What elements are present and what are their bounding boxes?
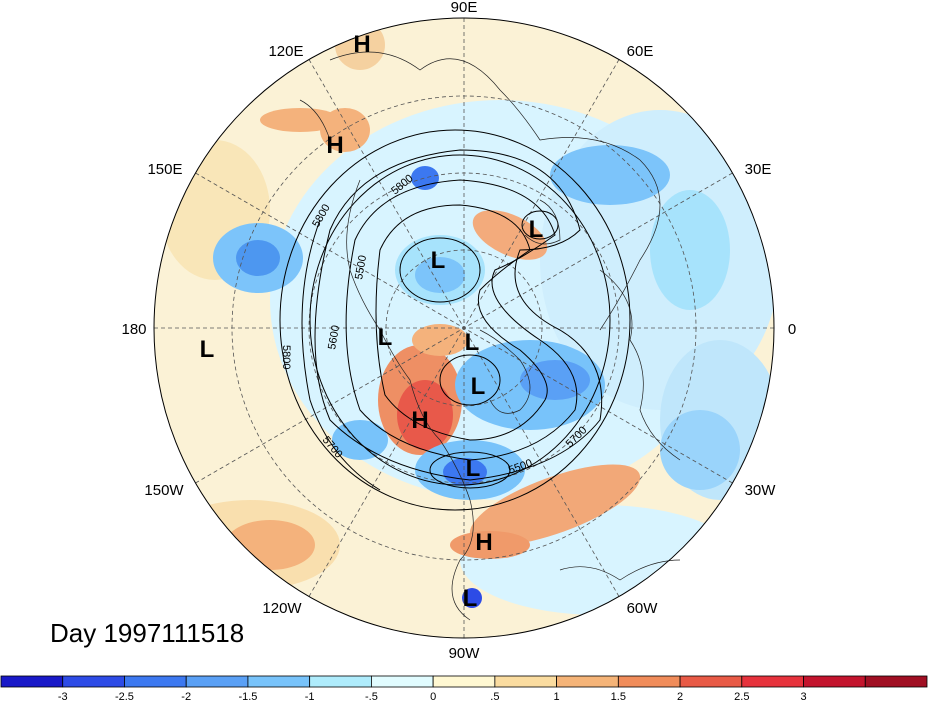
lon-label-60w: 60W xyxy=(627,600,659,617)
high-pressure-marker: H xyxy=(353,31,370,58)
colorbar-box xyxy=(309,675,372,688)
colorbar-tick-label: -3 xyxy=(58,691,68,702)
colorbar-box xyxy=(62,675,125,688)
longitude-labels: 90E 60E 30E 0 30W 60W 90W 120W 150W 180 … xyxy=(121,0,796,662)
colorbar-boxes xyxy=(0,675,928,688)
low-pressure-marker: L xyxy=(465,329,480,356)
colorbar-tick-label: 1 xyxy=(554,691,560,702)
colorbar-tick-label: 2.5 xyxy=(734,691,749,702)
high-pressure-marker: H xyxy=(475,529,492,556)
colorbar-box xyxy=(617,675,681,688)
colorbar-box xyxy=(679,675,743,688)
lon-label-90e: 90E xyxy=(451,0,478,16)
map-boundary xyxy=(153,17,775,639)
colorbar-box xyxy=(432,675,496,688)
colorbar-box xyxy=(370,675,434,688)
colorbar-box xyxy=(0,675,64,688)
colorbar-tick-labels: -3 -2.5 -2 -1.5 -1 -.5 0 .5 1 1.5 2 2.5 3 xyxy=(58,691,807,702)
coastlines xyxy=(299,51,681,621)
colorbar-tick-label: 0 xyxy=(430,691,436,702)
low-pressure-marker: L xyxy=(529,216,544,243)
colorbar-tick-label: -1 xyxy=(305,691,315,702)
colorbar-box xyxy=(185,675,249,688)
lon-label-180: 180 xyxy=(121,321,146,338)
graticule xyxy=(154,18,774,638)
colorbar-tick-label: 3 xyxy=(800,691,806,702)
colorbar-box xyxy=(741,675,804,688)
pressure-centers: H H L L L L L H L L H L xyxy=(200,31,544,612)
lon-label-150w: 150W xyxy=(144,482,184,499)
contour-label: 5600 xyxy=(326,324,342,350)
lon-label-120e: 120E xyxy=(268,43,303,60)
colorbar-tick-label: -2 xyxy=(181,691,191,702)
high-pressure-marker: H xyxy=(411,407,428,434)
colorbar-box xyxy=(803,675,866,688)
contour-label: 5500 xyxy=(353,254,369,280)
low-pressure-marker: L xyxy=(471,373,486,400)
colorbar-box xyxy=(247,675,311,688)
colorbar-box xyxy=(556,675,619,688)
colorbar-tick-label: .5 xyxy=(490,691,499,702)
lon-label-30e: 30E xyxy=(745,161,772,178)
low-pressure-marker: L xyxy=(463,585,478,612)
colorbar-tick-label: 1.5 xyxy=(611,691,626,702)
low-pressure-marker: L xyxy=(200,336,215,363)
colorbar-tick-label: -1.5 xyxy=(238,691,257,702)
high-pressure-marker: H xyxy=(326,132,343,159)
colorbar: -3 -2.5 -2 -1.5 -1 -.5 0 .5 1 1.5 2 2.5 3 xyxy=(0,675,928,702)
colorbar-tick-label: -2.5 xyxy=(115,691,134,702)
height-contours xyxy=(279,129,631,511)
colorbar-box xyxy=(494,675,558,688)
lon-label-120w: 120W xyxy=(262,600,302,617)
low-pressure-marker: L xyxy=(466,455,481,482)
low-pressure-marker: L xyxy=(378,324,393,351)
lon-label-0: 0 xyxy=(788,321,796,338)
colorbar-box xyxy=(864,675,928,688)
colorbar-tick-label: 2 xyxy=(677,691,683,702)
lon-label-90w: 90W xyxy=(449,645,481,662)
contour-label: 5800 xyxy=(280,345,292,369)
lon-label-60e: 60E xyxy=(627,43,654,60)
lon-label-30w: 30W xyxy=(745,482,777,499)
lon-label-150e: 150E xyxy=(147,161,182,178)
colorbar-tick-label: -.5 xyxy=(365,691,378,702)
day-label: Day 1997111518 xyxy=(50,618,245,648)
low-pressure-marker: L xyxy=(431,247,446,274)
colorbar-box xyxy=(124,675,187,688)
